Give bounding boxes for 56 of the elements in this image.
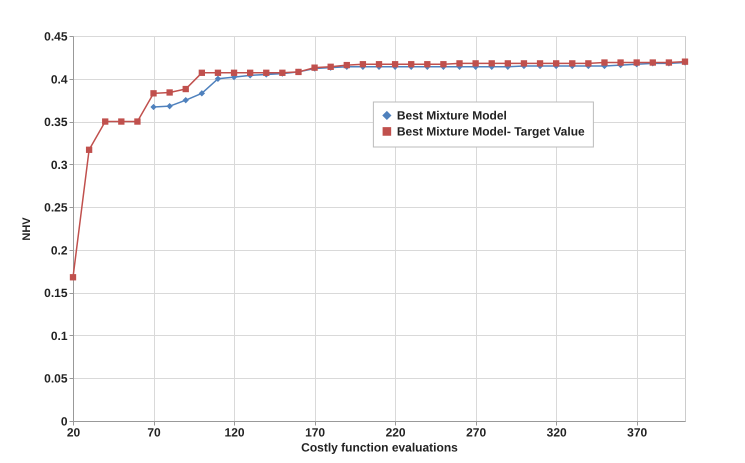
point xyxy=(102,118,108,125)
x-tick-label: 170 xyxy=(305,426,326,440)
point xyxy=(376,61,382,68)
x-axis-title: Costly function evaluations xyxy=(301,440,458,454)
point xyxy=(360,61,366,68)
point xyxy=(440,61,447,68)
y-tick-label: 0.15 xyxy=(44,286,68,300)
point xyxy=(182,86,189,92)
y-axis-title: NHV xyxy=(21,216,34,241)
point xyxy=(488,60,495,67)
y-tick-label: 0.25 xyxy=(44,200,68,215)
legend-label: Best Mixture Model xyxy=(396,108,507,122)
point xyxy=(617,59,624,66)
point xyxy=(182,97,189,104)
point xyxy=(214,70,222,76)
point xyxy=(520,60,528,67)
point xyxy=(601,59,608,66)
point xyxy=(424,61,430,68)
point xyxy=(456,60,463,67)
point xyxy=(150,90,157,96)
point xyxy=(504,60,512,67)
point xyxy=(569,60,576,67)
point xyxy=(166,102,173,110)
y-tick-label: 0.3 xyxy=(50,158,68,172)
y-tick-label: 0.4 xyxy=(50,72,68,86)
y-tick-label: 0.1 xyxy=(50,328,68,343)
x-tick-label: 320 xyxy=(546,426,567,440)
x-tick-label: 120 xyxy=(224,426,245,440)
point xyxy=(408,61,414,68)
point xyxy=(86,146,92,153)
y-tick-label: 0.45 xyxy=(44,30,68,44)
point xyxy=(214,76,222,82)
y-tick-label: 0.2 xyxy=(50,243,68,258)
point xyxy=(536,60,544,67)
y-tick-label: 0.05 xyxy=(44,372,68,386)
point xyxy=(198,90,206,96)
point xyxy=(392,61,398,68)
legend-label: Best Mixture Model- Target Value xyxy=(396,124,586,138)
x-tick-label: 270 xyxy=(466,426,486,440)
point xyxy=(198,70,206,76)
y-tick-label: 0 xyxy=(60,414,68,428)
point xyxy=(150,104,157,110)
point xyxy=(246,70,254,76)
x-tick-label: 220 xyxy=(386,426,406,440)
y-tick-label: 0.35 xyxy=(44,115,68,130)
point xyxy=(70,274,76,280)
point xyxy=(166,89,173,96)
x-tick-label: 70 xyxy=(147,426,162,440)
point xyxy=(472,60,479,67)
x-tick-label: 370 xyxy=(627,426,648,440)
point xyxy=(552,60,560,67)
point xyxy=(230,70,238,76)
point xyxy=(134,118,141,125)
point xyxy=(585,60,592,67)
point xyxy=(118,118,124,125)
x-tick-label: 20 xyxy=(66,426,80,440)
